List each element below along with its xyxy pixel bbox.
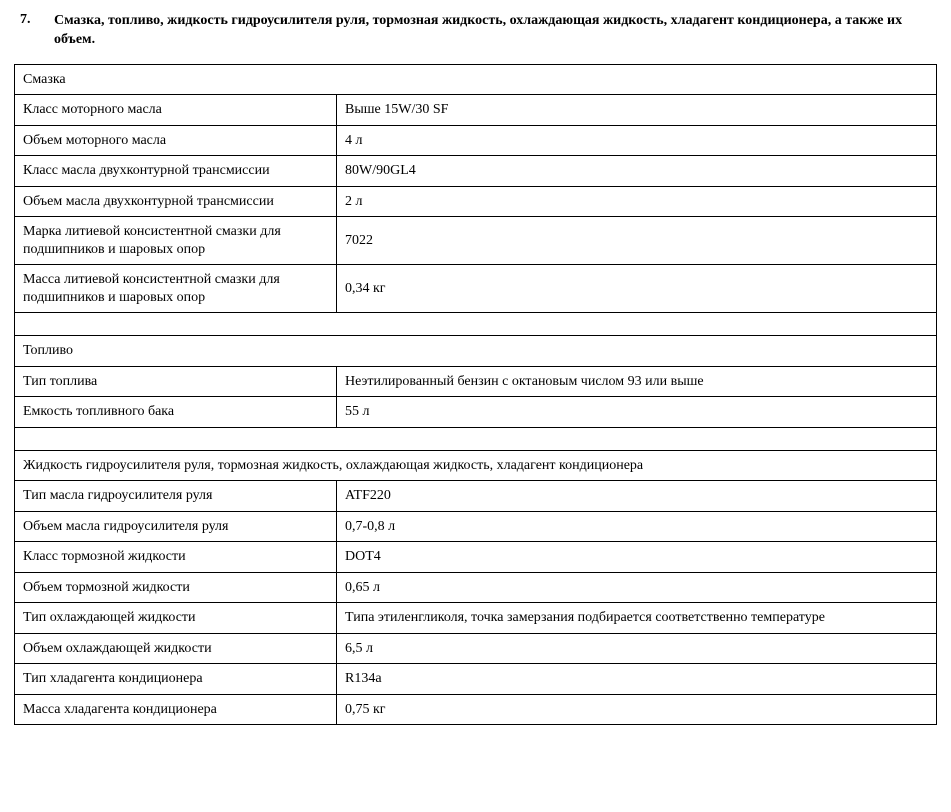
spec-label: Тип охлаждающей жидкости (15, 603, 337, 634)
spec-value: 2 л (337, 186, 937, 217)
heading-number: 7. (14, 12, 54, 28)
table-row: Марка литиевой консистентной смазки для … (15, 217, 937, 265)
spec-value: 7022 (337, 217, 937, 265)
table-row: Объем охлаждающей жидкости6,5 л (15, 633, 937, 664)
spec-table: СмазкаКласс моторного маслаВыше 15W/30 S… (14, 64, 937, 726)
table-row: Класс масла двухконтурной трансмиссии80W… (15, 156, 937, 187)
section-gap (15, 313, 937, 336)
spec-value: Выше 15W/30 SF (337, 95, 937, 126)
table-row: Тип охлаждающей жидкостиТипа этиленглико… (15, 603, 937, 634)
spec-value: 80W/90GL4 (337, 156, 937, 187)
spec-value: 0,34 кг (337, 265, 937, 313)
spec-value: 0,65 л (337, 572, 937, 603)
spec-value: R134a (337, 664, 937, 695)
table-row: Объем тормозной жидкости0,65 л (15, 572, 937, 603)
spec-label: Тип топлива (15, 366, 337, 397)
spec-value: DOT4 (337, 542, 937, 573)
section-header-row: Жидкость гидроусилителя руля, тормозная … (15, 450, 937, 481)
section-title: Жидкость гидроусилителя руля, тормозная … (15, 450, 937, 481)
spec-value: 0,7-0,8 л (337, 511, 937, 542)
spec-value: Типа этиленгликоля, точка замерзания под… (337, 603, 937, 634)
spec-label: Масса хладагента кондиционера (15, 694, 337, 725)
gap-cell (15, 427, 937, 450)
section-header-row: Смазка (15, 64, 937, 95)
section-gap (15, 427, 937, 450)
section-title: Смазка (15, 64, 937, 95)
spec-value: 55 л (337, 397, 937, 428)
spec-label: Тип масла гидроусилителя руля (15, 481, 337, 512)
spec-label: Класс масла двухконтурной трансмиссии (15, 156, 337, 187)
spec-label: Емкость топливного бака (15, 397, 337, 428)
spec-label: Тип хладагента кондиционера (15, 664, 337, 695)
table-row: Класс моторного маслаВыше 15W/30 SF (15, 95, 937, 126)
spec-value: 0,75 кг (337, 694, 937, 725)
spec-label: Марка литиевой консистентной смазки для … (15, 217, 337, 265)
table-row: Объем масла гидроусилителя руля0,7-0,8 л (15, 511, 937, 542)
gap-cell (15, 313, 937, 336)
table-row: Класс тормозной жидкостиDOT4 (15, 542, 937, 573)
spec-value: 4 л (337, 125, 937, 156)
spec-label: Объем охлаждающей жидкости (15, 633, 337, 664)
spec-value: 6,5 л (337, 633, 937, 664)
spec-label: Масса литиевой консистентной смазки для … (15, 265, 337, 313)
heading-text: Смазка, топливо, жидкость гидроусилителя… (54, 12, 937, 50)
spec-label: Объем масла гидроусилителя руля (15, 511, 337, 542)
spec-label: Объем тормозной жидкости (15, 572, 337, 603)
spec-value: ATF220 (337, 481, 937, 512)
section-heading: 7. Смазка, топливо, жидкость гидроусилит… (14, 12, 937, 50)
table-row: Тип масла гидроусилителя руляATF220 (15, 481, 937, 512)
table-row: Объем масла двухконтурной трансмиссии2 л (15, 186, 937, 217)
section-header-row: Топливо (15, 336, 937, 367)
spec-label: Объем моторного масла (15, 125, 337, 156)
table-row: Объем моторного масла4 л (15, 125, 937, 156)
spec-label: Объем масла двухконтурной трансмиссии (15, 186, 337, 217)
section-title: Топливо (15, 336, 937, 367)
table-row: Масса хладагента кондиционера0,75 кг (15, 694, 937, 725)
table-row: Тип хладагента кондиционераR134a (15, 664, 937, 695)
spec-label: Класс моторного масла (15, 95, 337, 126)
table-row: Масса литиевой консистентной смазки для … (15, 265, 937, 313)
table-row: Емкость топливного бака55 л (15, 397, 937, 428)
table-row: Тип топливаНеэтилированный бензин с окта… (15, 366, 937, 397)
spec-value: Неэтилированный бензин с октановым число… (337, 366, 937, 397)
spec-label: Класс тормозной жидкости (15, 542, 337, 573)
